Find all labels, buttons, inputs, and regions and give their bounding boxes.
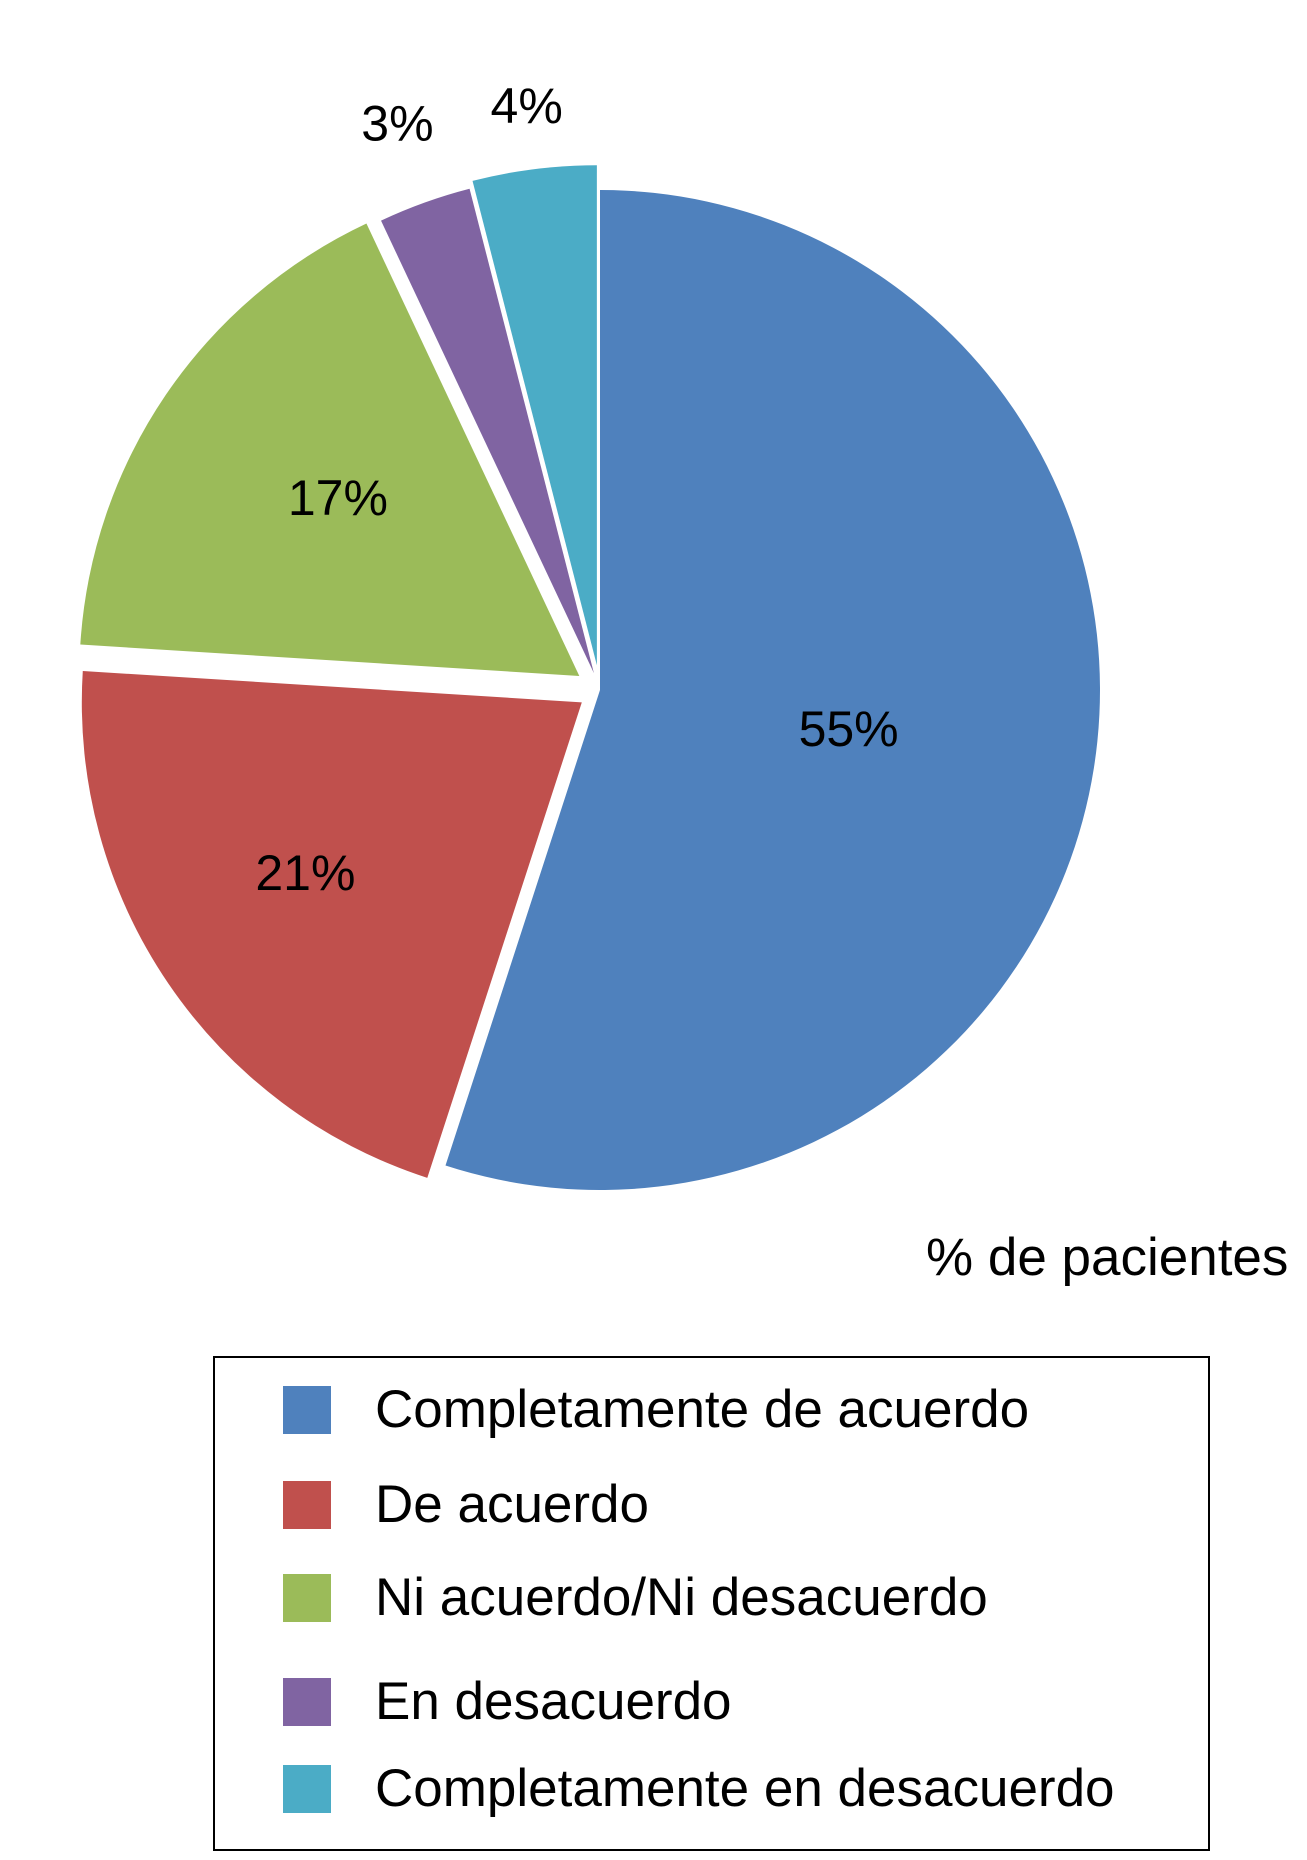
legend-item-completamente-de-acuerdo: Completamente de acuerdo xyxy=(283,1380,1029,1440)
legend-swatch xyxy=(283,1678,331,1726)
slice-label: 21% xyxy=(255,845,355,901)
legend-swatch xyxy=(283,1574,331,1622)
pie-slice-de-acuerdo xyxy=(81,670,582,1178)
chart-caption: % de pacientes xyxy=(926,1228,1289,1287)
legend-swatch xyxy=(283,1765,331,1813)
legend: Completamente de acuerdo De acuerdo Ni a… xyxy=(213,1356,1210,1851)
slice-label: 17% xyxy=(288,470,388,526)
pie-slice-completamente-en-desacuerdo xyxy=(472,165,597,666)
legend-swatch xyxy=(283,1481,331,1529)
slice-label: 55% xyxy=(799,701,899,757)
legend-item-de-acuerdo: De acuerdo xyxy=(283,1475,649,1535)
legend-item-en-desacuerdo: En desacuerdo xyxy=(283,1672,732,1732)
legend-label: De acuerdo xyxy=(375,1475,650,1534)
legend-label: Ni acuerdo/Ni desacuerdo xyxy=(375,1568,988,1627)
legend-item-completamente-en-desacuerdo: Completamente en desacuerdo xyxy=(283,1759,1115,1819)
legend-label: Completamente en desacuerdo xyxy=(375,1759,1115,1818)
pie-slice-ni-acuerdo-ni-desacuerdo xyxy=(80,223,580,676)
legend-swatch xyxy=(283,1386,331,1434)
pie-chart: 55% 21% 17% 3% 4% xyxy=(80,78,1100,1190)
pie-slice-completamente-de-acuerdo xyxy=(445,190,1100,1190)
legend-label: Completamente de acuerdo xyxy=(375,1380,1030,1439)
slice-label: 4% xyxy=(491,78,563,134)
legend-label: En desacuerdo xyxy=(375,1672,732,1731)
pie-slice-en-desacuerdo xyxy=(381,188,594,674)
legend-item-ni-acuerdo-ni-desacuerdo: Ni acuerdo/Ni desacuerdo xyxy=(283,1568,988,1628)
slice-label: 3% xyxy=(361,96,433,152)
